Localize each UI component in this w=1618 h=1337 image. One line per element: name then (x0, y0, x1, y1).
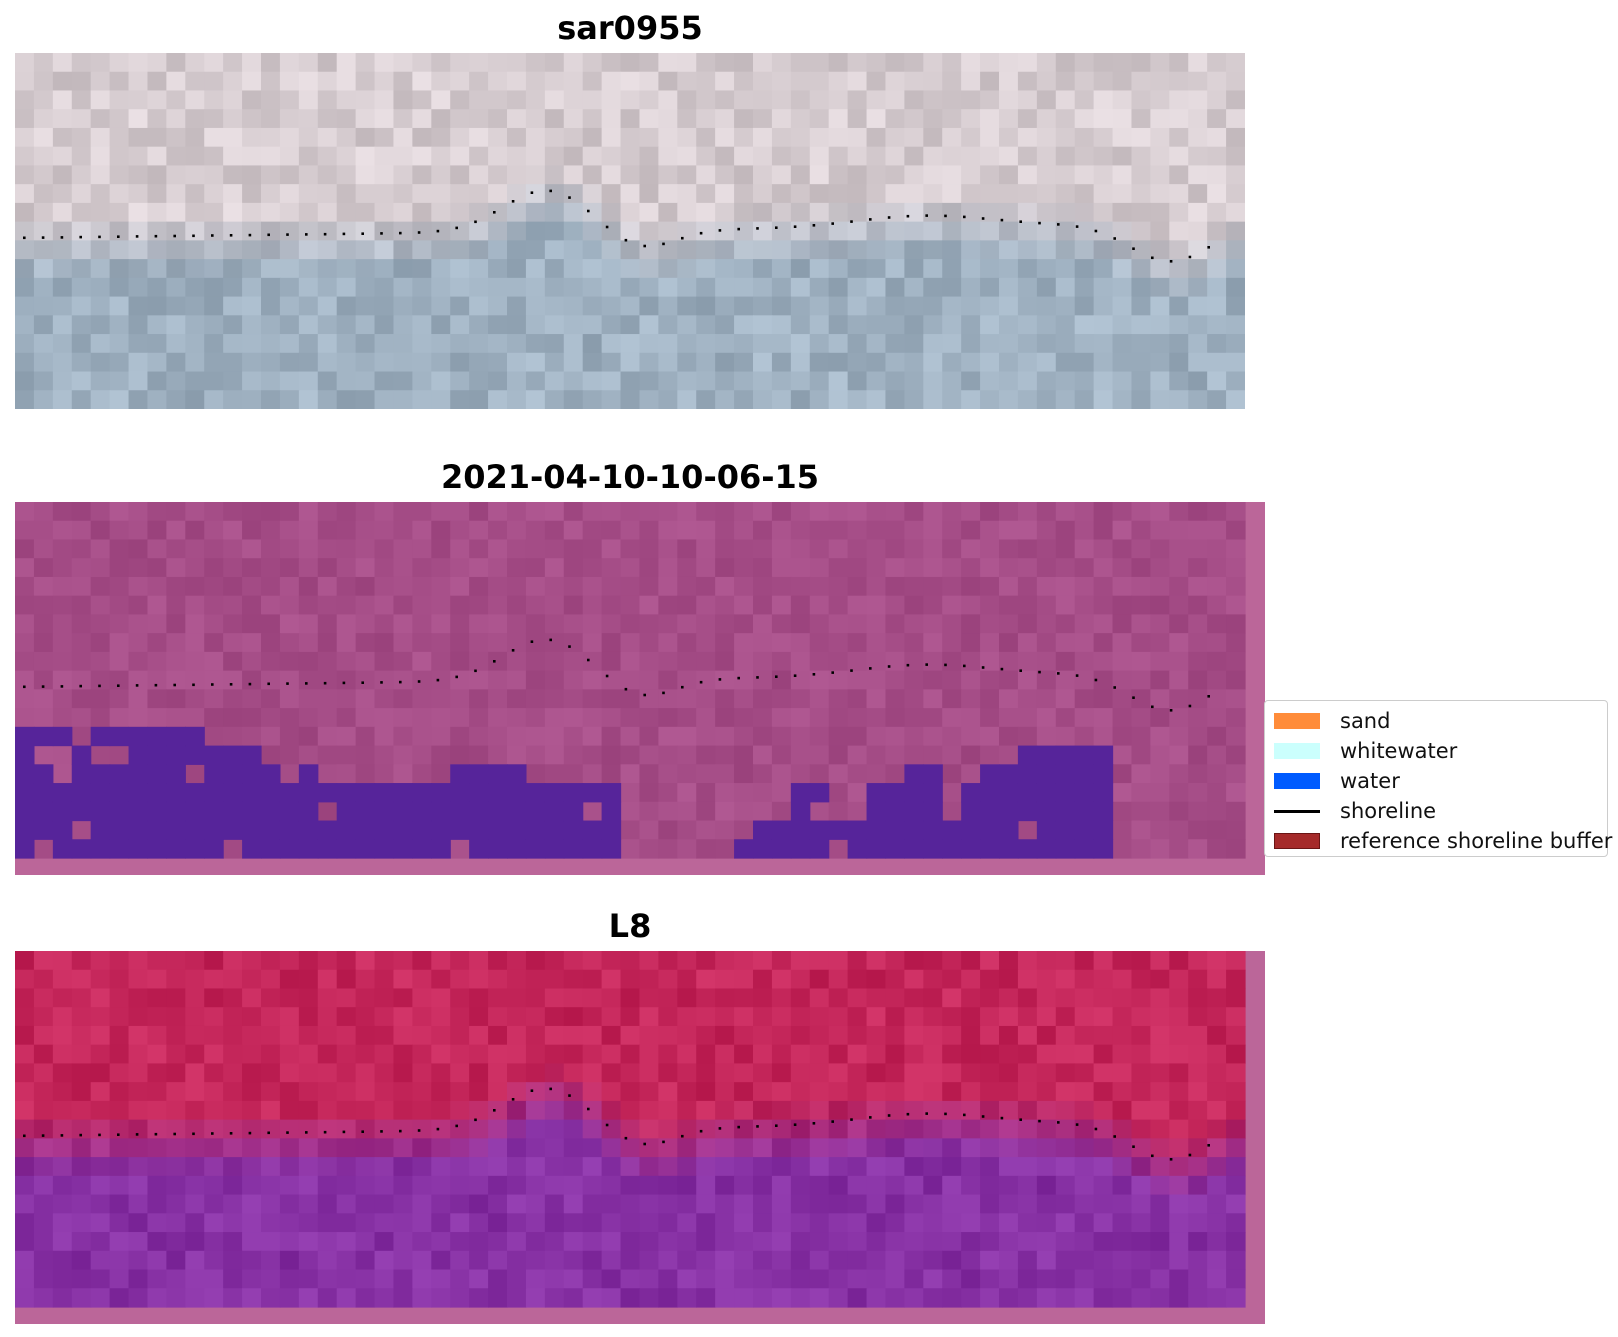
legend-label-sand: sand (1340, 709, 1391, 733)
raster-pixels (15, 53, 1245, 409)
whitewater-swatch-icon (1274, 743, 1320, 759)
shoreline-dots (23, 1087, 1210, 1161)
legend-label-reference-buffer: reference shoreline buffer (1340, 829, 1613, 853)
panel-title-rgb: sar0955 (557, 9, 703, 47)
panel-title-classified: 2021-04-10-10-06-15 (440, 458, 820, 496)
classified-image-panel (15, 502, 1265, 875)
shoreline-dots (23, 638, 1210, 712)
raster-pixels (15, 502, 1246, 859)
legend-label-whitewater: whitewater (1340, 739, 1458, 763)
water-swatch-icon (1274, 773, 1320, 789)
legend-entry-reference-buffer: reference shoreline buffer (1265, 825, 1612, 855)
legend-label-shoreline: shoreline (1340, 799, 1437, 823)
shoreline-dots (23, 189, 1210, 263)
sand-swatch-icon (1274, 713, 1320, 729)
panel-title-index: L8 (608, 907, 652, 945)
legend-entry-water: water (1265, 765, 1607, 795)
rgb-image-panel (15, 53, 1245, 409)
legend-label-water: water (1340, 769, 1400, 793)
reference-buffer-swatch-icon (1274, 833, 1320, 849)
legend-entry-whitewater: whitewater (1265, 735, 1607, 765)
legend: sand whitewater water shoreline referenc… (1264, 700, 1612, 857)
raster-pixels (15, 951, 1246, 1308)
legend-entry-sand: sand (1265, 705, 1607, 735)
index-image-panel (15, 951, 1265, 1324)
legend-entry-shoreline: shoreline (1265, 795, 1607, 825)
shoreline-line-icon (1274, 810, 1320, 813)
water-class-pixels (15, 726, 1114, 859)
